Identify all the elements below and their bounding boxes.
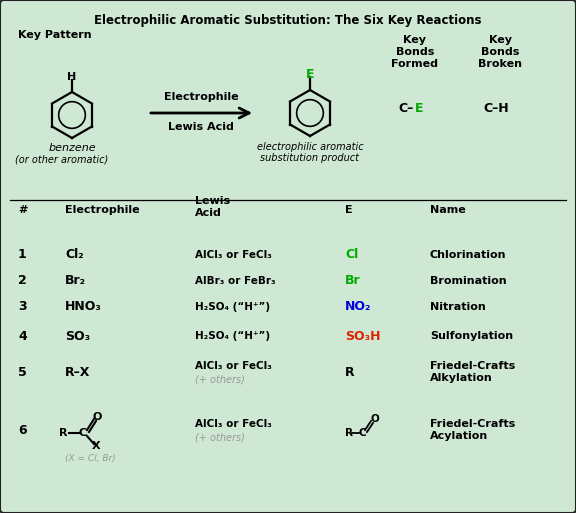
Text: Friedel-Crafts
Alkylation: Friedel-Crafts Alkylation xyxy=(430,361,516,383)
Text: R: R xyxy=(345,365,355,379)
Text: Key
Bonds
Broken: Key Bonds Broken xyxy=(478,35,522,69)
Text: SO₃: SO₃ xyxy=(65,329,90,343)
Text: 6: 6 xyxy=(18,424,26,437)
Text: Nitration: Nitration xyxy=(430,302,486,312)
Text: AlCl₃ or FeCl₃: AlCl₃ or FeCl₃ xyxy=(195,250,272,260)
Text: (X = Cl, Br): (X = Cl, Br) xyxy=(65,453,116,463)
Text: R–X: R–X xyxy=(65,365,90,379)
Text: Name: Name xyxy=(430,205,466,215)
Text: X: X xyxy=(92,441,100,451)
Text: Cl₂: Cl₂ xyxy=(65,248,84,262)
Text: Electrophile: Electrophile xyxy=(164,92,238,102)
Text: SO₃H: SO₃H xyxy=(345,329,381,343)
Text: E: E xyxy=(415,102,423,114)
Text: AlCl₃ or FeCl₃: AlCl₃ or FeCl₃ xyxy=(195,419,272,429)
Text: 5: 5 xyxy=(18,365,26,379)
Text: #: # xyxy=(18,205,28,215)
Text: AlCl₃ or FeCl₃: AlCl₃ or FeCl₃ xyxy=(195,361,272,371)
Text: Chlorination: Chlorination xyxy=(430,250,506,260)
Text: HNO₃: HNO₃ xyxy=(65,301,102,313)
Text: H₂SO₄ (“H⁺”): H₂SO₄ (“H⁺”) xyxy=(195,331,270,341)
Text: AlBr₃ or FeBr₃: AlBr₃ or FeBr₃ xyxy=(195,276,276,286)
Text: Br₂: Br₂ xyxy=(65,274,86,287)
Text: H: H xyxy=(67,72,77,82)
Text: R: R xyxy=(59,428,67,438)
Text: C: C xyxy=(79,428,87,438)
Text: Key Pattern: Key Pattern xyxy=(18,30,92,40)
Text: O: O xyxy=(92,412,102,422)
Text: E: E xyxy=(306,68,314,81)
Text: 1: 1 xyxy=(18,248,26,262)
Text: Bromination: Bromination xyxy=(430,276,507,286)
Text: E: E xyxy=(345,205,353,215)
Text: benzene: benzene xyxy=(48,143,96,153)
Text: C–H: C–H xyxy=(483,102,509,114)
Text: Key
Bonds
Formed: Key Bonds Formed xyxy=(392,35,438,69)
Text: Cl: Cl xyxy=(345,248,358,262)
Text: R: R xyxy=(345,428,353,438)
Text: Friedel-Crafts
Acylation: Friedel-Crafts Acylation xyxy=(430,419,516,441)
Text: NO₂: NO₂ xyxy=(345,301,372,313)
Text: (+ others): (+ others) xyxy=(195,432,245,442)
Text: Electrophile: Electrophile xyxy=(65,205,139,215)
Text: Lewis Acid: Lewis Acid xyxy=(168,122,234,132)
Text: 2: 2 xyxy=(18,274,26,287)
Text: 4: 4 xyxy=(18,329,26,343)
Text: (+ others): (+ others) xyxy=(195,374,245,384)
Text: O: O xyxy=(370,414,380,424)
Text: electrophilic aromatic: electrophilic aromatic xyxy=(257,142,363,152)
Text: C–: C– xyxy=(398,102,413,114)
Text: 3: 3 xyxy=(18,301,26,313)
Text: Sulfonylation: Sulfonylation xyxy=(430,331,513,341)
Text: Br: Br xyxy=(345,274,361,287)
Text: Lewis
Acid: Lewis Acid xyxy=(195,196,230,218)
Text: H₂SO₄ (“H⁺”): H₂SO₄ (“H⁺”) xyxy=(195,302,270,312)
Text: Electrophilic Aromatic Substitution: The Six Key Reactions: Electrophilic Aromatic Substitution: The… xyxy=(94,14,482,27)
Text: substitution product: substitution product xyxy=(260,153,359,163)
Text: (or other aromatic): (or other aromatic) xyxy=(16,154,109,164)
Text: C: C xyxy=(358,428,366,438)
